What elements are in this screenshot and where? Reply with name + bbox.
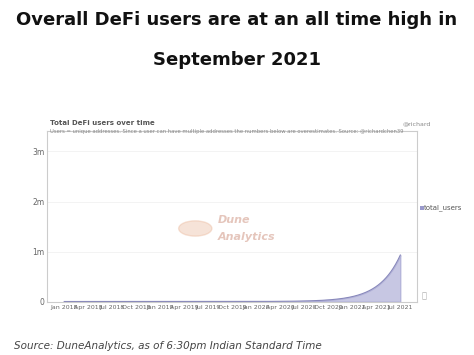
Text: Overall DeFi users are at an all time high in: Overall DeFi users are at an all time hi… xyxy=(17,11,457,29)
Text: Dune: Dune xyxy=(218,215,250,225)
Text: Total DeFi users over time: Total DeFi users over time xyxy=(50,120,155,126)
Text: total_users: total_users xyxy=(424,204,463,211)
Circle shape xyxy=(179,221,212,236)
Text: Analytics: Analytics xyxy=(218,232,275,242)
Text: September 2021: September 2021 xyxy=(153,51,321,70)
Text: Source: DuneAnalytics, as of 6:30pm Indian Standard Time: Source: DuneAnalytics, as of 6:30pm Indi… xyxy=(14,342,322,351)
Text: Users = unique addresses. Since a user can have multiple addresses the numbers b: Users = unique addresses. Since a user c… xyxy=(50,129,403,133)
Text: @richard: @richard xyxy=(403,121,431,126)
Text: ⓘ: ⓘ xyxy=(422,291,427,300)
